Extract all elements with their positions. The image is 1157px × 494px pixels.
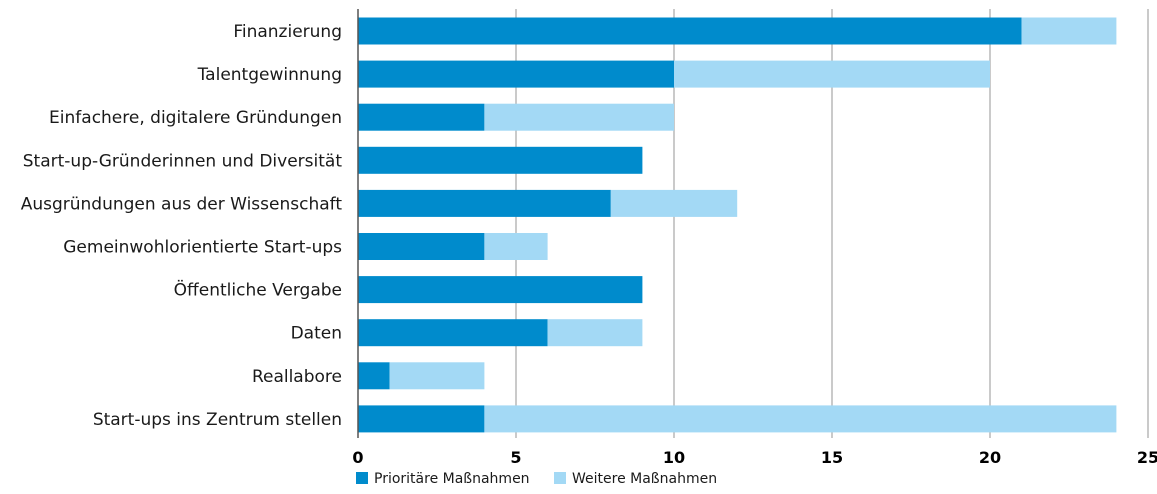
category-label: Start-ups ins Zentrum stellen: [93, 410, 342, 430]
legend: Prioritäre Maßnahmen Weitere Maßnahmen: [356, 471, 717, 487]
category-label: Start-up-Gründerinnen und Diversität: [23, 151, 343, 171]
bar-weitere-1: [674, 60, 990, 88]
bar-prioritaere-2: [358, 103, 485, 131]
bar-prioritaere-8: [358, 362, 390, 390]
bars: [358, 17, 1117, 433]
bar-prioritaere-5: [358, 233, 485, 260]
bar-prioritaere-9: [358, 405, 485, 433]
bar-weitere-0: [1021, 17, 1117, 45]
legend-label-weitere: Weitere Maßnahmen: [572, 471, 717, 487]
bar-weitere-5: [484, 233, 548, 260]
category-label: Öffentliche Vergabe: [174, 279, 342, 301]
legend-swatch-prioritaere: [356, 472, 368, 484]
bar-prioritaere-3: [358, 146, 643, 174]
bar-weitere-9: [484, 405, 1117, 433]
legend-swatch-weitere: [554, 472, 566, 484]
category-label: Daten: [291, 324, 342, 344]
x-tick-label-0: 0: [352, 448, 363, 467]
category-labels: Finanzierung Talentgewinnung Einfachere, d…: [21, 22, 343, 430]
bar-prioritaere-0: [358, 17, 1022, 45]
category-label: Ausgründungen aus der Wissenschaft: [21, 194, 343, 214]
x-axis-tick-labels: 0 5 10 15 20 25: [352, 448, 1157, 467]
category-label: Finanzierung: [233, 22, 342, 42]
bar-weitere-2: [484, 103, 674, 131]
x-tick-label-10: 10: [663, 448, 685, 467]
category-label: Gemeinwohlorientierte Start-ups: [63, 238, 342, 258]
bar-weitere-8: [389, 362, 485, 390]
x-tick-label-25: 25: [1137, 448, 1157, 467]
x-tick-label-15: 15: [821, 448, 843, 467]
x-tick-label-5: 5: [510, 448, 521, 467]
bar-weitere-7: [547, 319, 643, 347]
category-label: Einfachere, digitalere Gründungen: [49, 108, 342, 128]
bar-prioritaere-6: [358, 276, 643, 304]
bar-prioritaere-1: [358, 60, 674, 88]
bar-prioritaere-7: [358, 319, 548, 347]
x-tick-label-20: 20: [979, 448, 1001, 467]
category-label: Talentgewinnung: [197, 65, 342, 85]
bar-weitere-4: [610, 189, 738, 217]
bar-prioritaere-4: [358, 189, 611, 217]
category-label: Reallabore: [252, 367, 342, 387]
legend-label-prioritaere: Prioritäre Maßnahmen: [374, 471, 530, 487]
